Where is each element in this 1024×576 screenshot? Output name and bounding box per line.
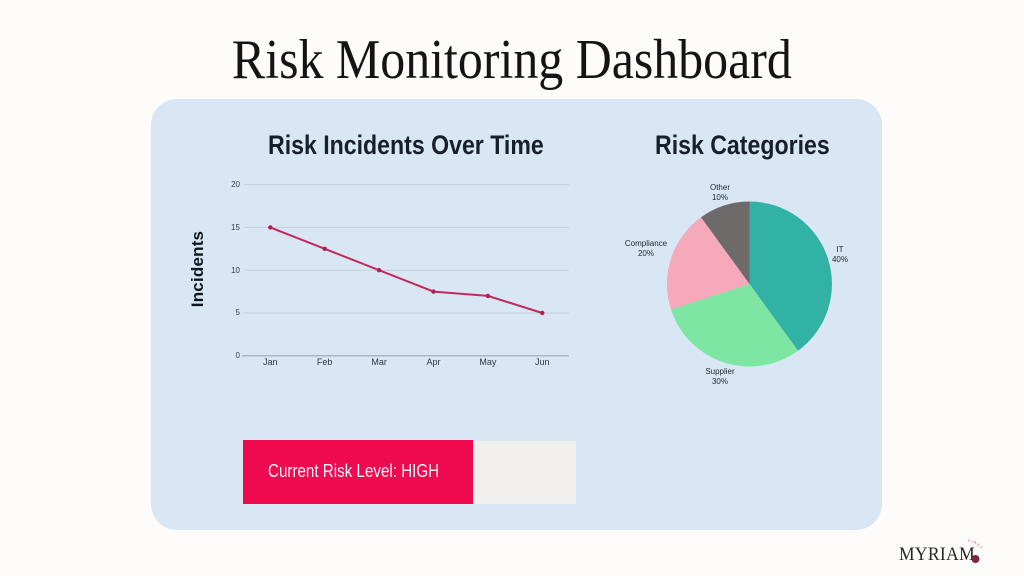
svg-text:FIRST: FIRST	[968, 539, 984, 551]
